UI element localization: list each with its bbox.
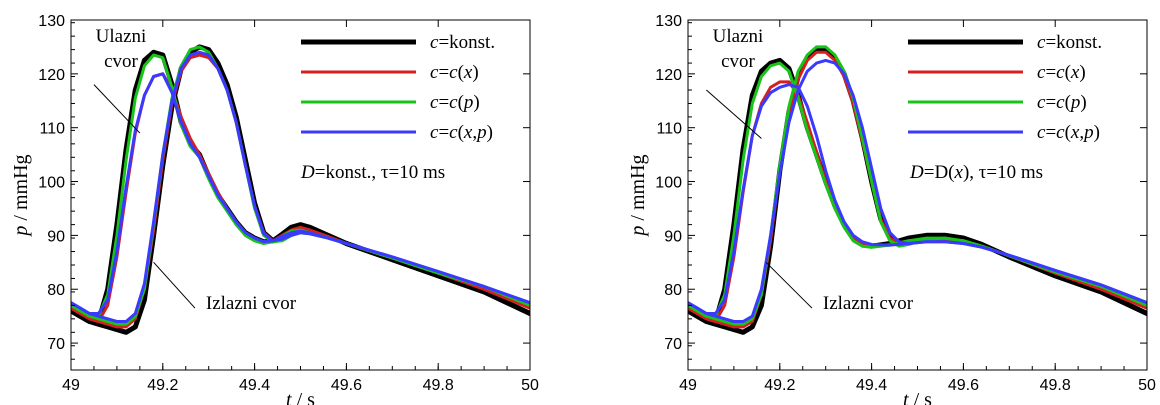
- y-axis-label: p / mmHg: [627, 154, 649, 237]
- legend-label: c=c(x,p): [430, 122, 493, 143]
- y-tick-label: 110: [656, 121, 682, 138]
- series-line-outlet-1: [71, 44, 530, 335]
- x-tick-label: 49.8: [1040, 377, 1071, 394]
- x-tick-label: 49: [62, 377, 80, 394]
- inlet-pointer: [93, 84, 141, 134]
- y-tick-label: 120: [655, 67, 682, 84]
- series-line-inlet-4: [688, 83, 1147, 315]
- y-tick-label: 130: [38, 13, 65, 30]
- inlet-node-label: Ulazni: [713, 26, 764, 47]
- y-tick-label: 80: [47, 282, 65, 299]
- chart-panel-1: 49 49.2 49.4 49.6 49.8 50 70 80 90 100 110 120 130 t …: [10, 13, 539, 405]
- y-tick-label: 70: [47, 336, 65, 353]
- x-tick-label: 49.2: [764, 377, 795, 394]
- plot-area: [71, 44, 530, 335]
- inlet-node-label: cvor: [104, 51, 138, 72]
- x-tick-label: 50: [1138, 377, 1156, 394]
- x-tick-label: 49.6: [331, 377, 362, 394]
- x-tick-label: 49.4: [856, 377, 887, 394]
- outlet-pointer: [153, 261, 196, 309]
- legend-label: c=c(x,p): [1037, 122, 1100, 143]
- y-tick-label: 100: [655, 175, 682, 192]
- legend: c=konst. c=c(x) c=c(p) c=c(x,p): [908, 32, 1102, 143]
- x-axis-label: t / s: [903, 389, 932, 405]
- outlet-node-label: Izlazni cvor: [206, 293, 297, 314]
- legend-label: c=c(x): [430, 62, 479, 83]
- y-tick-label: 100: [38, 175, 65, 192]
- y-tick-label: 70: [664, 336, 682, 353]
- legend: c=konst. c=c(x) c=c(p) c=c(x,p): [301, 32, 495, 143]
- x-tick-label: 49.4: [239, 377, 270, 394]
- series-line-inlet-3: [688, 61, 1147, 318]
- y-tick-label: 130: [655, 13, 682, 30]
- legend-label: c=c(p): [1037, 92, 1087, 113]
- inlet-node-label: Ulazni: [96, 26, 147, 47]
- chart-panel-2: 49 49.2 49.4 49.6 49.8 50 70 80 90 100 110 120 130 t …: [627, 13, 1156, 405]
- legend-label: c=c(x): [1037, 62, 1086, 83]
- y-tick-label: 90: [664, 228, 682, 245]
- legend-label: c=konst.: [1037, 32, 1102, 53]
- condition-label: D=konst., τ=10 ms: [300, 162, 445, 183]
- outlet-node-label: Izlazni cvor: [823, 293, 914, 314]
- x-tick-label: 49.8: [423, 377, 454, 394]
- x-tick-label: 49.6: [948, 377, 979, 394]
- inlet-pointer: [706, 89, 762, 139]
- plot-area: [688, 45, 1147, 335]
- outlet-pointer: [765, 261, 813, 309]
- condition-label: D=D(x), τ=10 ms: [909, 162, 1043, 183]
- x-tick-label: 49: [679, 377, 697, 394]
- x-tick-label: 49.2: [147, 377, 178, 394]
- y-tick-label: 80: [664, 282, 682, 299]
- y-tick-label: 90: [47, 228, 65, 245]
- legend-label: c=konst.: [430, 32, 495, 53]
- y-tick-label: 110: [39, 121, 65, 138]
- series-line-inlet-4: [71, 72, 530, 315]
- y-axis-label: p / mmHg: [10, 154, 32, 237]
- legend-label: c=c(p): [430, 92, 480, 113]
- inlet-node-label: cvor: [721, 51, 755, 72]
- x-axis-label: t / s: [286, 389, 315, 405]
- y-tick-label: 120: [38, 67, 65, 84]
- x-tick-label: 50: [521, 377, 539, 394]
